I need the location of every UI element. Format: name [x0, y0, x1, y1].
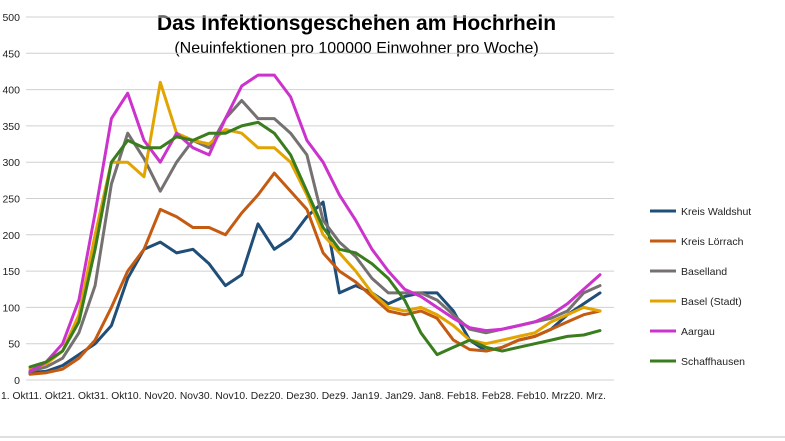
y-tick-label: 300 — [2, 157, 20, 169]
legend: Kreis Waldshut Kreis Lörrach Baselland Base… — [650, 206, 751, 368]
series-lines — [28, 73, 602, 376]
legend-label: Kreis Waldshut — [681, 206, 751, 218]
y-tick-label: 250 — [2, 194, 20, 206]
series-line-1 — [28, 171, 602, 376]
series-line-5 — [28, 120, 602, 369]
y-axis-ticks: 0 50 100 150 200 250 300 350 400 450 500 — [2, 12, 20, 387]
y-tick-label: 0 — [14, 375, 20, 387]
legend-label: Basel (Stadt) — [681, 296, 742, 308]
gridlines — [0, 16, 785, 438]
y-tick-label: 50 — [8, 339, 20, 351]
y-tick-label: 350 — [2, 121, 20, 133]
chart-title: Das Infektionsgeschehen am Hochrhein — [156, 12, 557, 35]
y-tick-label: 100 — [2, 302, 20, 314]
y-tick-label: 500 — [2, 12, 20, 24]
series-line-4 — [28, 73, 602, 373]
x-axis-labels: 1. Okt11. Okt21. Okt31. Okt10. Nov20. No… — [1, 390, 606, 402]
legend-label: Baselland — [681, 266, 727, 278]
legend-label: Schaffhausen — [681, 356, 745, 368]
y-tick-label: 450 — [2, 48, 20, 60]
y-tick-label: 200 — [2, 230, 20, 242]
y-tick-label: 400 — [2, 85, 20, 97]
series-line-2 — [28, 99, 602, 373]
chart-subtitle: (Neuinfektionen pro 100000 Einwohner pro… — [174, 40, 539, 57]
x-axis-ticks: 1. Okt11. Okt21. Okt31. Okt10. Nov20. No… — [1, 390, 606, 402]
y-tick-label: 150 — [2, 266, 20, 278]
legend-label: Kreis Lörrach — [681, 236, 744, 248]
series-line-3 — [28, 80, 602, 371]
legend-label: Aargau — [681, 326, 715, 338]
